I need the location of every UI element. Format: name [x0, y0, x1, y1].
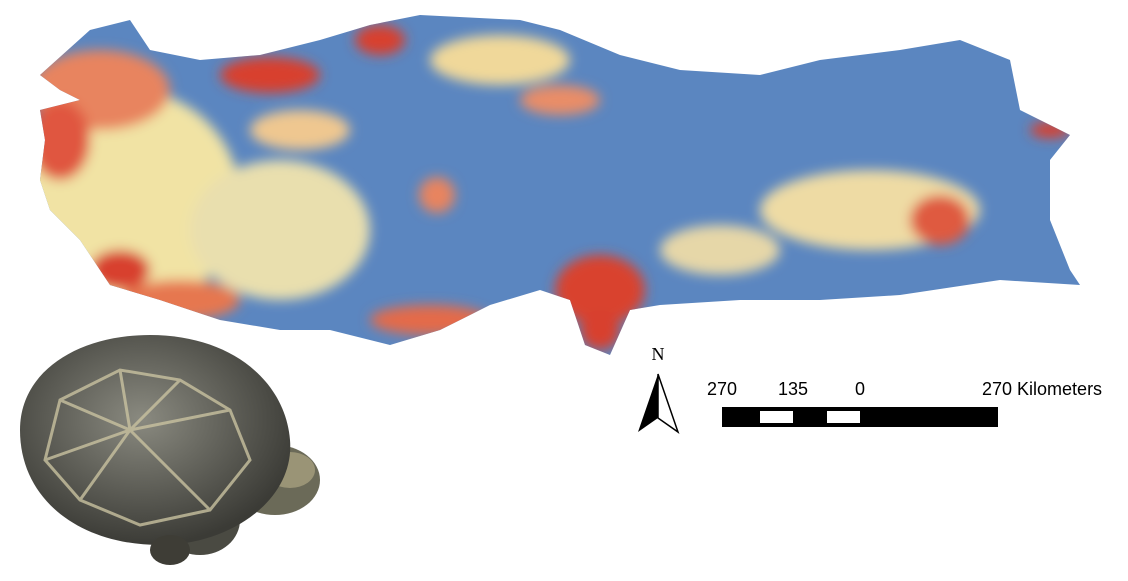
suitability-map	[20, 10, 1090, 360]
scale-bar-white	[760, 411, 793, 423]
scale-label: 0	[855, 379, 865, 399]
arrow-right	[658, 374, 678, 432]
north-label: N	[652, 344, 665, 364]
scale-label: 135	[778, 379, 808, 399]
scale-bar-white	[827, 411, 860, 423]
scale-label: 270	[707, 379, 737, 399]
page: N 270 135 0 270 Kilometers (() => { cons…	[0, 0, 1128, 576]
scale-label: 270 Kilometers	[982, 379, 1102, 399]
arrow-left	[638, 374, 658, 432]
scale-bar: 270 135 0 270 Kilometers	[707, 379, 1102, 427]
map-figure: N 270 135 0 270 Kilometers	[0, 0, 1128, 576]
tortoise-photo	[20, 335, 320, 565]
north-arrow: N	[638, 344, 678, 432]
